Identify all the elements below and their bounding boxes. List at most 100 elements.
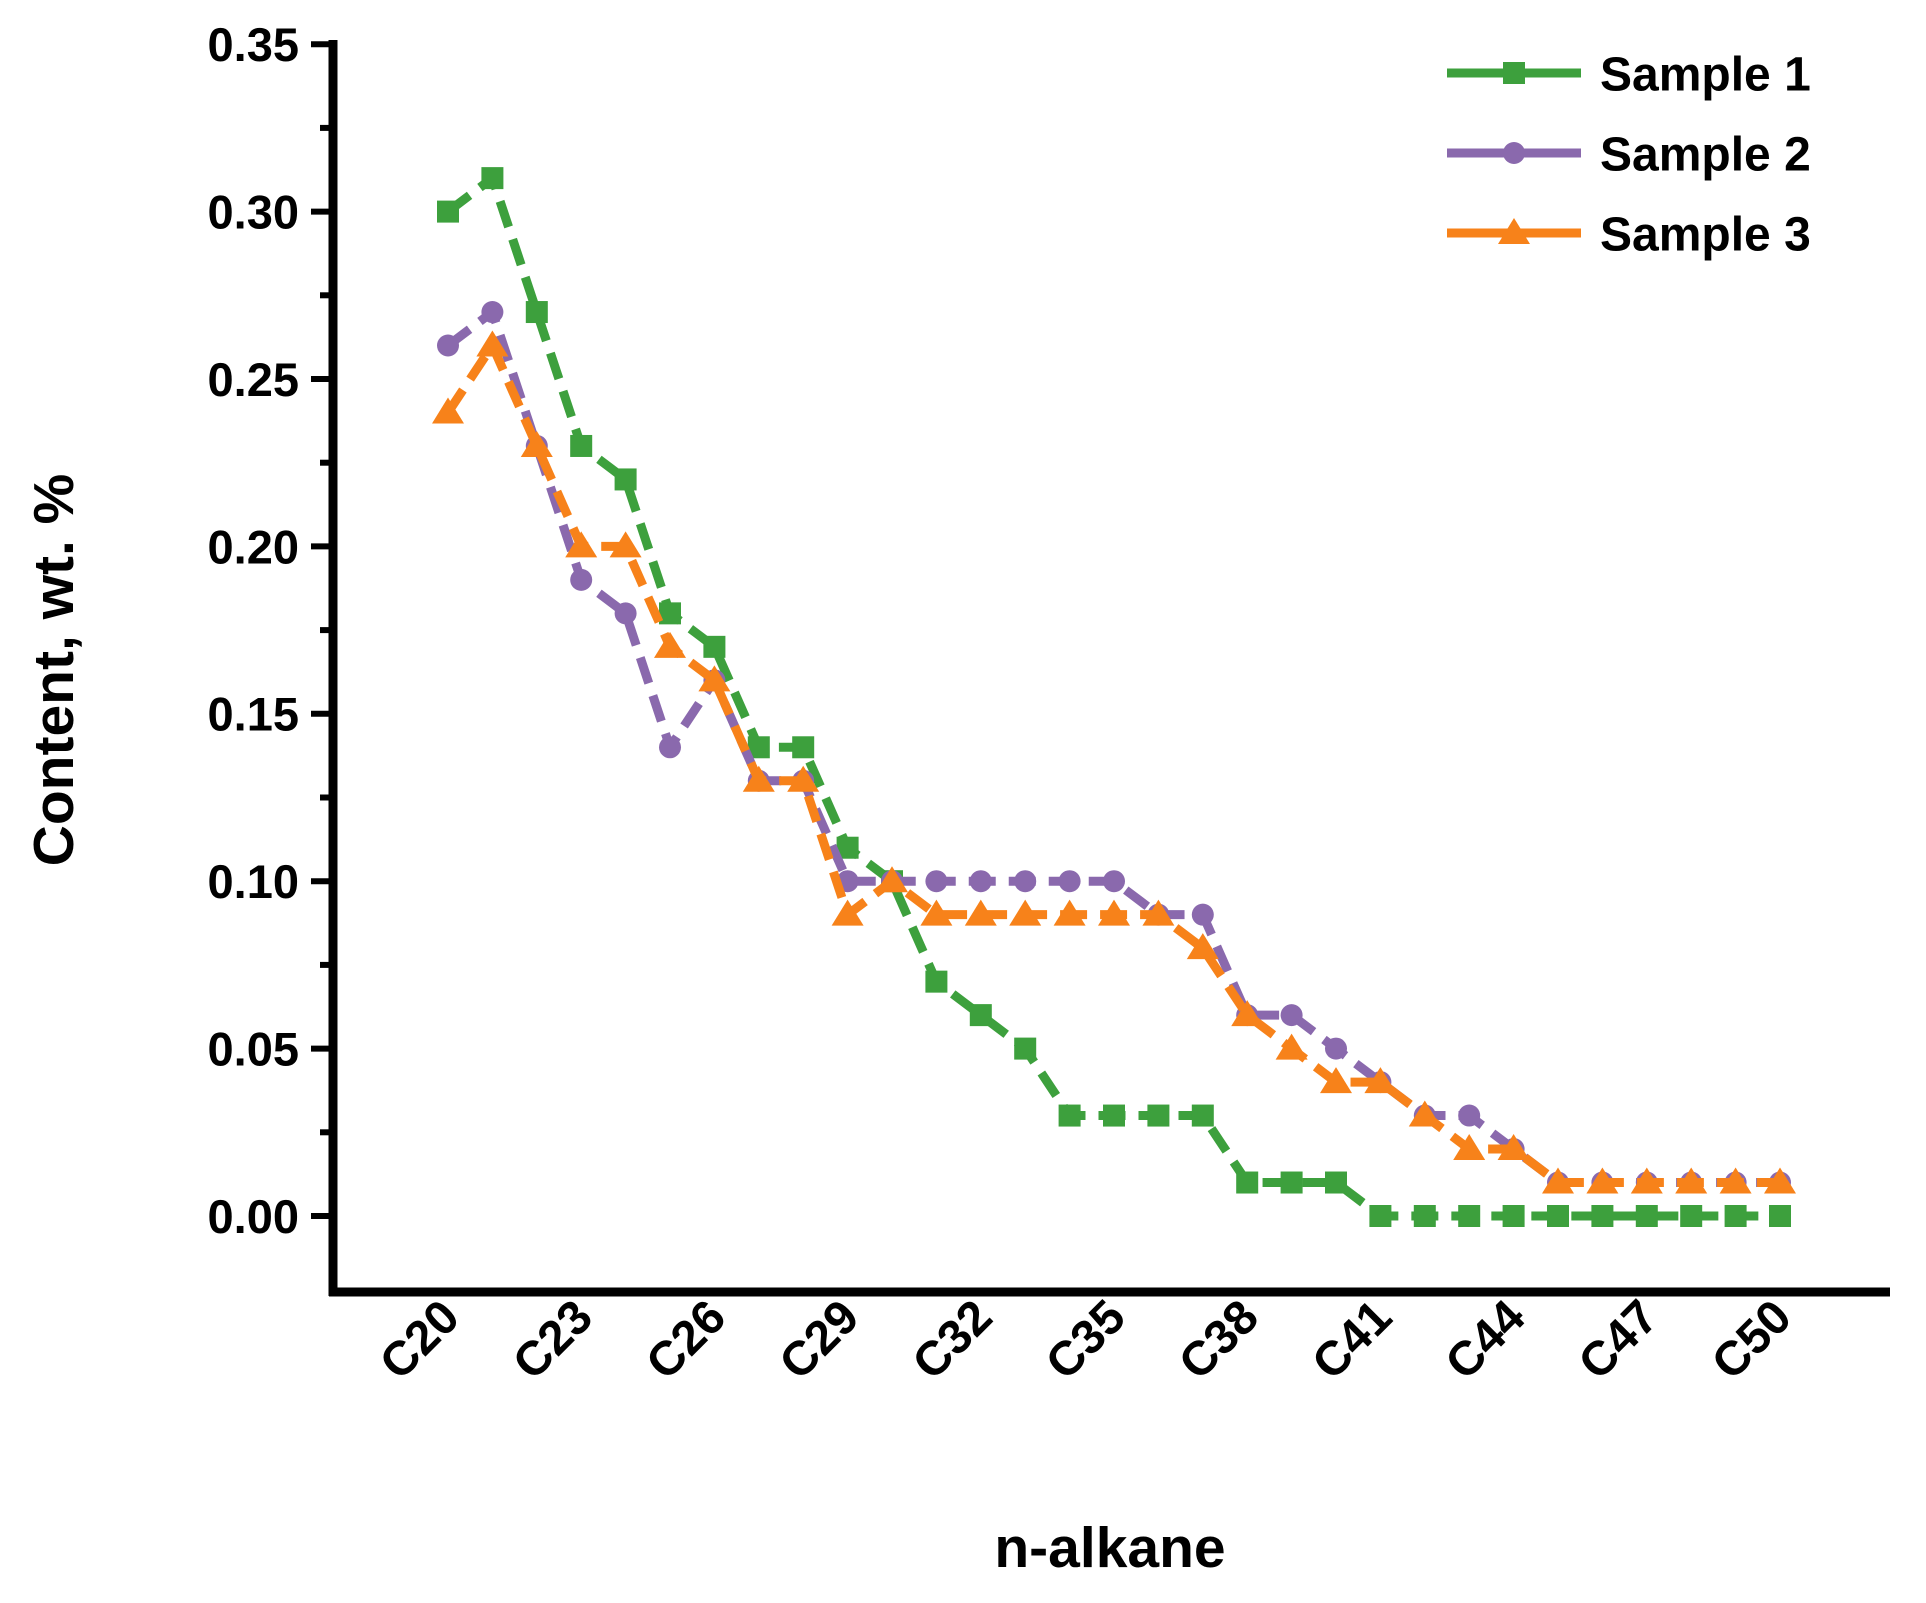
triangle-marker bbox=[1497, 1134, 1530, 1161]
x-tick-label: C32 bbox=[903, 1290, 1003, 1390]
circle-marker bbox=[1058, 870, 1081, 893]
square-marker bbox=[437, 200, 459, 223]
square-marker bbox=[525, 301, 548, 324]
square-marker bbox=[1502, 1205, 1525, 1227]
triangle-marker bbox=[1275, 1033, 1308, 1060]
triangle-marker bbox=[432, 397, 464, 424]
triangle-marker bbox=[1098, 899, 1130, 926]
square-marker bbox=[1280, 1171, 1303, 1194]
square-marker bbox=[1769, 1205, 1791, 1227]
triangle-marker bbox=[1542, 1167, 1574, 1194]
square-marker bbox=[792, 736, 815, 759]
series-line bbox=[445, 170, 1780, 1221]
x-tick-label: C38 bbox=[1169, 1290, 1269, 1390]
y-tick-label: 0.25 bbox=[208, 353, 299, 406]
square-marker bbox=[1591, 1205, 1614, 1227]
square-marker bbox=[836, 836, 859, 859]
square-marker bbox=[1191, 1104, 1214, 1127]
legend: Sample 1 Sample 2 Sample 3 bbox=[1447, 48, 1811, 261]
triangle-marker bbox=[1186, 933, 1219, 960]
triangle-marker bbox=[565, 531, 598, 558]
triangle-marker bbox=[1142, 899, 1175, 926]
square-marker bbox=[570, 434, 593, 457]
x-tick-label: C47 bbox=[1569, 1290, 1669, 1390]
square-marker bbox=[481, 167, 504, 190]
triangle-marker bbox=[1586, 1167, 1619, 1194]
square-marker bbox=[1413, 1205, 1436, 1227]
square-marker bbox=[1325, 1171, 1347, 1194]
square-marker bbox=[614, 468, 637, 491]
square-marker bbox=[1014, 1037, 1037, 1060]
x-tick-label: C23 bbox=[503, 1290, 603, 1390]
x-tick-label: C44 bbox=[1436, 1290, 1536, 1390]
series-sample-2 bbox=[437, 301, 1791, 1194]
triangle-marker bbox=[920, 899, 953, 926]
y-tick-label: 0.30 bbox=[208, 186, 299, 239]
square-marker bbox=[747, 736, 770, 759]
series-sample-1 bbox=[437, 167, 1791, 1227]
triangle-marker bbox=[1675, 1167, 1708, 1194]
legend-label: Sample 2 bbox=[1600, 128, 1811, 181]
square-marker bbox=[1547, 1205, 1569, 1227]
triangle-marker bbox=[1408, 1100, 1441, 1127]
x-axis-title: n-alkane bbox=[994, 1516, 1225, 1580]
circle-marker bbox=[437, 334, 459, 357]
triangle-marker bbox=[1498, 218, 1530, 244]
circle-marker bbox=[1280, 1004, 1303, 1027]
y-tick-label: 0.10 bbox=[208, 855, 299, 908]
triangle-marker bbox=[831, 899, 864, 926]
series-plot-area bbox=[432, 167, 1796, 1227]
square-marker bbox=[1369, 1205, 1392, 1227]
circle-marker bbox=[1503, 142, 1525, 164]
triangle-marker bbox=[1719, 1167, 1752, 1194]
series-line bbox=[444, 336, 1780, 1188]
circle-marker bbox=[1458, 1104, 1481, 1127]
triangle-marker bbox=[1009, 899, 1042, 926]
x-tick-label: C35 bbox=[1036, 1290, 1136, 1390]
triangle-marker bbox=[654, 631, 686, 658]
triangle-marker bbox=[742, 765, 775, 792]
x-tick-label: C41 bbox=[1302, 1290, 1402, 1390]
circle-marker bbox=[969, 870, 992, 893]
circle-marker bbox=[1014, 870, 1037, 893]
square-marker bbox=[969, 1004, 992, 1027]
circle-marker bbox=[925, 870, 948, 893]
triangle-marker bbox=[476, 330, 509, 357]
triangle-marker bbox=[964, 899, 997, 926]
circle-marker bbox=[1325, 1037, 1347, 1060]
legend-item: Sample 3 bbox=[1447, 208, 1811, 261]
square-marker bbox=[1680, 1205, 1703, 1227]
triangle-marker bbox=[1630, 1167, 1663, 1194]
y-tick-label: 0.20 bbox=[208, 520, 299, 573]
y-tick-label: 0.15 bbox=[208, 688, 299, 741]
square-marker bbox=[925, 970, 948, 993]
x-tick-label: C50 bbox=[1702, 1290, 1802, 1390]
legend-label: Sample 3 bbox=[1600, 208, 1811, 261]
square-marker bbox=[1503, 62, 1525, 84]
circle-marker bbox=[614, 602, 637, 625]
square-marker bbox=[1635, 1205, 1658, 1227]
circle-marker bbox=[1103, 870, 1125, 893]
square-marker bbox=[1458, 1205, 1481, 1227]
circle-marker bbox=[481, 301, 504, 324]
square-marker bbox=[1058, 1104, 1081, 1127]
triangle-marker bbox=[1364, 1067, 1397, 1094]
square-marker bbox=[1236, 1171, 1259, 1194]
y-tick-label: 0.00 bbox=[208, 1190, 299, 1243]
square-marker bbox=[1724, 1205, 1747, 1227]
y-tick-label: 0.35 bbox=[208, 18, 299, 71]
circle-marker bbox=[1191, 903, 1214, 926]
y-axis-title: Content, wt. % bbox=[22, 474, 86, 867]
legend-item: Sample 2 bbox=[1447, 128, 1811, 181]
circle-marker bbox=[659, 736, 681, 759]
square-marker bbox=[1103, 1104, 1125, 1127]
legend-item: Sample 1 bbox=[1447, 48, 1811, 101]
square-marker bbox=[659, 602, 681, 625]
triangle-marker bbox=[1231, 1000, 1264, 1027]
square-marker bbox=[703, 635, 726, 658]
x-tick-label: C26 bbox=[636, 1290, 736, 1390]
circle-marker bbox=[570, 568, 593, 591]
triangle-marker bbox=[787, 765, 820, 792]
